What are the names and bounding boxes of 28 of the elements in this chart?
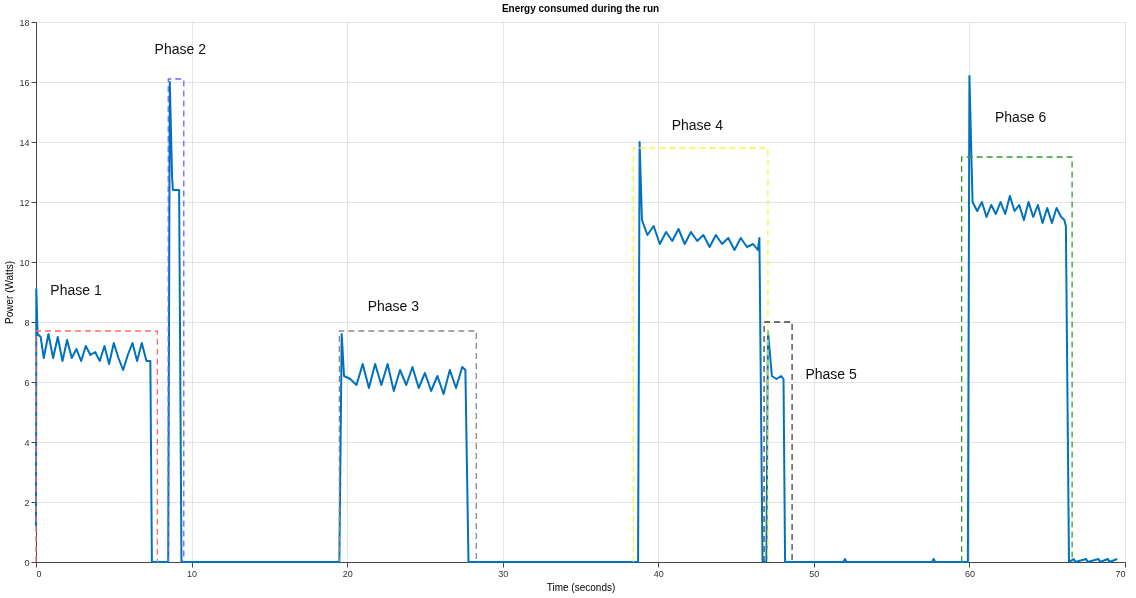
chart-title: Energy consumed during the run <box>501 3 660 14</box>
y-tick-label: 8 <box>24 317 30 328</box>
x-tick-label: 30 <box>498 568 509 579</box>
y-tick-label: 14 <box>19 137 30 148</box>
series-label: Phase 5 <box>805 366 857 382</box>
x-tick-label: 60 <box>964 568 975 579</box>
y-tick-label: 18 <box>19 17 30 28</box>
x-tick-label: 70 <box>1115 568 1126 579</box>
x-tick-label: 50 <box>809 568 820 579</box>
y-tick-label: 12 <box>19 197 30 208</box>
series-label: Phase 3 <box>367 298 420 314</box>
series-label: Phase 4 <box>671 117 724 133</box>
y-tick-label: 16 <box>19 77 30 88</box>
y-tick-label: 2 <box>24 497 30 508</box>
line-series <box>35 75 1119 563</box>
y-axis-title: Power (Watts) <box>4 261 16 324</box>
text: Phase 1 <box>50 282 102 298</box>
x-axis-title: Time (seconds) <box>546 581 616 593</box>
y-tick-label: 4 <box>24 437 30 448</box>
x-tick-label: 0 <box>36 568 42 579</box>
text: Phase 6 <box>994 109 1047 125</box>
y-tick-label: 10 <box>19 257 30 268</box>
series-label: Phase 2 <box>154 41 207 57</box>
y-tick-label: 6 <box>24 377 30 388</box>
x-tick-label: 10 <box>187 568 198 579</box>
x-tick-label: 20 <box>342 568 353 579</box>
x-tick-label: 40 <box>653 568 664 579</box>
y-tick-label: 0 <box>24 557 30 568</box>
